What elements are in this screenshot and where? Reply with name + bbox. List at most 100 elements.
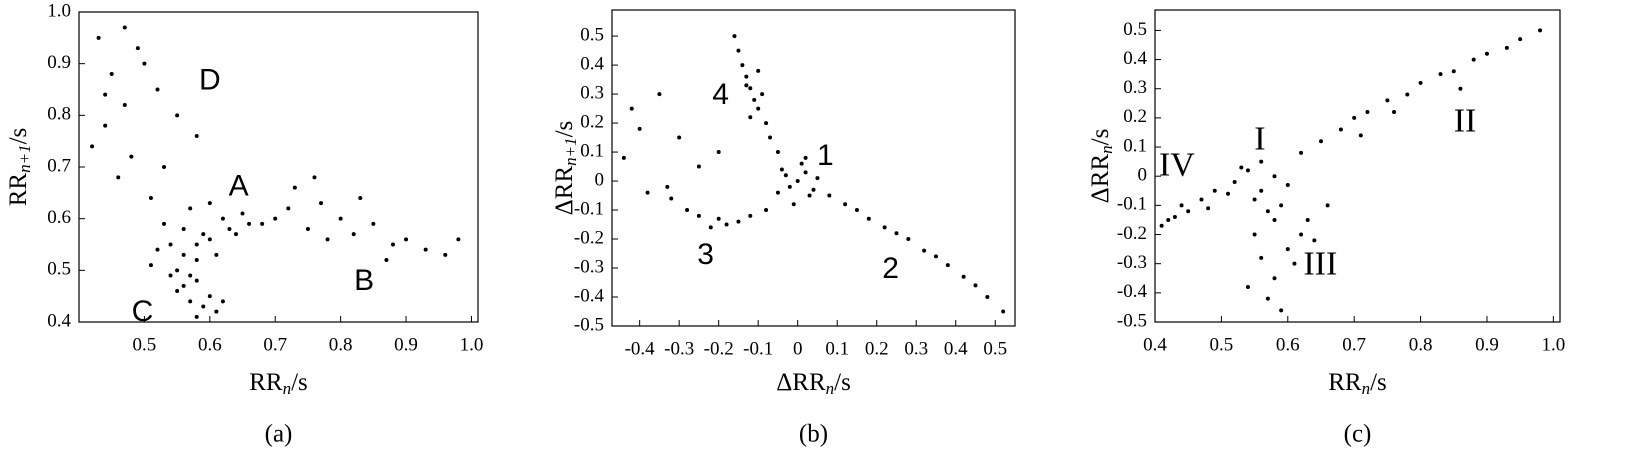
- y-tick-label: -0.1: [1117, 194, 1147, 215]
- point: [181, 252, 186, 257]
- point: [645, 190, 650, 195]
- annotation: II: [1454, 103, 1477, 140]
- point: [227, 227, 232, 231]
- point: [90, 144, 95, 149]
- label-main: RR: [5, 173, 32, 207]
- point: [807, 193, 812, 198]
- label-sub: n: [1097, 145, 1116, 154]
- point: [1166, 217, 1171, 222]
- point: [795, 179, 800, 184]
- point: [933, 254, 938, 259]
- x-tick-label: 0.5: [1210, 334, 1234, 355]
- point: [1305, 217, 1310, 222]
- label-sub: n: [1362, 379, 1371, 398]
- point: [292, 185, 297, 190]
- point: [1206, 206, 1211, 211]
- point: [201, 232, 206, 237]
- y-tick-label: 0.4: [1123, 48, 1147, 69]
- x-tick-label: 0.8: [329, 334, 353, 355]
- point: [1299, 150, 1304, 155]
- point: [214, 309, 219, 314]
- x-tick-label: -0.4: [625, 338, 656, 359]
- label-unit: /s: [5, 128, 32, 145]
- label-main: ΔRR: [1087, 154, 1114, 204]
- point: [791, 202, 796, 207]
- point: [787, 184, 792, 189]
- point: [961, 274, 966, 279]
- x-tick-label: 0: [793, 338, 803, 359]
- point: [1418, 80, 1423, 85]
- point: [866, 216, 871, 221]
- point: [716, 216, 721, 221]
- point: [181, 283, 186, 288]
- label-main: ΔRR: [551, 166, 578, 216]
- point: [906, 237, 911, 242]
- point: [708, 225, 713, 230]
- point: [1365, 110, 1370, 115]
- point: [827, 193, 832, 198]
- y-tick-label: -0.3: [574, 256, 604, 277]
- point: [1285, 182, 1290, 187]
- x-tick-label: -0.3: [664, 338, 694, 359]
- point: [1226, 191, 1231, 196]
- x-tick-label: 1.0: [1541, 334, 1565, 355]
- plot-frame: [611, 9, 1016, 327]
- point: [1438, 72, 1443, 77]
- point: [764, 121, 769, 126]
- x-axis-label: RRn/s: [249, 369, 308, 398]
- y-tick-label: 0.6: [47, 207, 71, 228]
- point: [423, 247, 428, 252]
- point: [1405, 92, 1410, 97]
- point: [1325, 203, 1330, 208]
- x-axis-label: ΔRRn/s: [776, 369, 851, 398]
- panel: 0.5 0.6 0.7 0.8 0.9 1.0 0.4 0.5 0.6 0.7 0.8 0.9 1.0 A…: [47, 0, 483, 447]
- point: [358, 196, 363, 200]
- point: [637, 126, 642, 131]
- x-tick-label: 0.4: [944, 338, 968, 359]
- point: [945, 263, 950, 268]
- point: [803, 170, 808, 175]
- point: [1252, 197, 1257, 202]
- point: [122, 103, 127, 107]
- annotation: 2: [882, 252, 899, 285]
- point: [677, 135, 682, 140]
- point: [404, 237, 409, 242]
- point: [1338, 127, 1343, 132]
- point: [305, 227, 310, 231]
- point: [732, 34, 737, 39]
- point: [1518, 37, 1523, 42]
- y-tick-label: 0.5: [580, 24, 604, 45]
- point: [922, 248, 927, 253]
- point: [233, 232, 238, 237]
- y-tick-label: 0.7: [47, 155, 71, 176]
- point: [1259, 188, 1264, 193]
- point: [1199, 197, 1204, 202]
- point: [665, 184, 670, 189]
- plot-frame: [1154, 9, 1561, 323]
- point: [882, 225, 887, 230]
- point: [384, 258, 389, 262]
- annotation: III: [1303, 245, 1337, 282]
- y-tick-label: 0.5: [1123, 19, 1147, 40]
- point: [175, 113, 180, 118]
- point: [207, 201, 212, 206]
- y-tick-label: 0.1: [1123, 135, 1147, 156]
- x-tick-label: 0.2: [865, 338, 889, 359]
- caption: (a): [265, 421, 293, 448]
- x-tick-label: -0.2: [704, 338, 734, 359]
- point: [736, 48, 741, 53]
- label-main: ΔRR: [776, 369, 826, 396]
- point: [1259, 159, 1264, 164]
- annotation: C: [132, 295, 154, 328]
- point: [142, 61, 147, 66]
- x-tick-label: 0.5: [983, 338, 1007, 359]
- point: [843, 202, 848, 207]
- point: [260, 221, 265, 226]
- y-tick-label: -0.1: [574, 198, 604, 219]
- label-unit: /s: [834, 369, 851, 396]
- point: [696, 164, 701, 169]
- point: [194, 258, 199, 262]
- x-tick-label: 0.3: [904, 338, 928, 359]
- point: [1358, 133, 1363, 138]
